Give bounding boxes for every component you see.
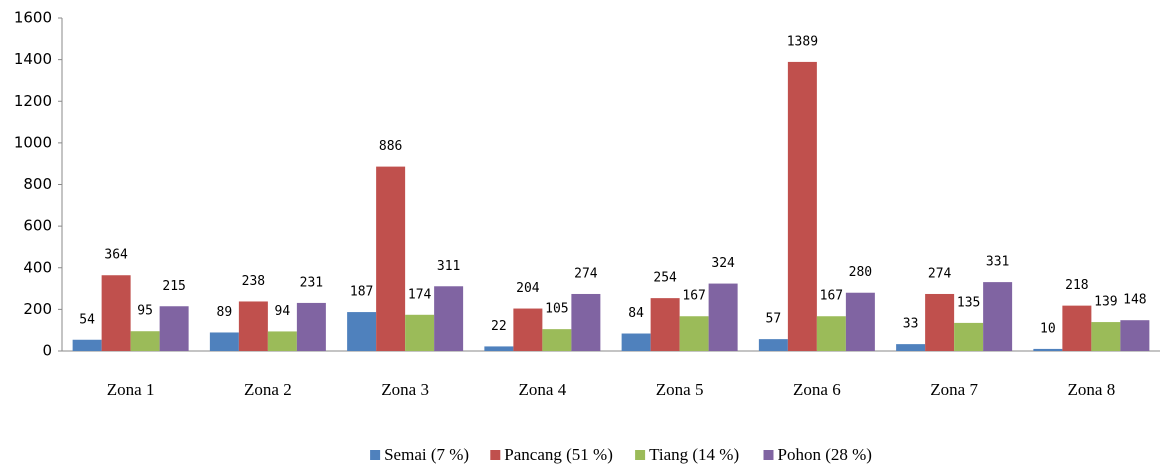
- value-label: 187: [350, 285, 373, 300]
- value-label: 364: [104, 248, 128, 263]
- value-label: 1389: [787, 34, 818, 49]
- value-label: 57: [766, 312, 782, 327]
- y-tick-label: 600: [23, 217, 52, 235]
- x-tick-label: Zona 2: [244, 380, 292, 399]
- value-label: 33: [903, 317, 919, 332]
- value-label: 167: [820, 289, 843, 304]
- value-label: 311: [437, 259, 460, 274]
- bar: [571, 293, 601, 351]
- x-tick-label: Zona 8: [1068, 380, 1116, 399]
- legend-swatch: [763, 450, 774, 460]
- x-tick-label: Zona 5: [656, 380, 704, 399]
- value-label: 238: [242, 274, 265, 289]
- value-label: 324: [711, 256, 735, 271]
- value-label: 105: [545, 302, 568, 317]
- bar: [845, 292, 875, 351]
- bar: [896, 344, 926, 351]
- value-label: 94: [275, 304, 291, 319]
- bar: [1091, 322, 1121, 351]
- bar: [679, 316, 709, 351]
- bar: [513, 308, 543, 351]
- legend-swatch: [635, 450, 646, 460]
- bar: [434, 286, 464, 351]
- bar: [267, 331, 297, 351]
- bar: [708, 283, 738, 351]
- bar: [621, 333, 651, 351]
- value-label: 274: [574, 266, 598, 281]
- legend-swatch: [370, 450, 381, 460]
- legend-label: Semai (7 %): [384, 445, 469, 464]
- value-label: 148: [1123, 293, 1146, 308]
- x-tick-label: Zona 1: [107, 380, 155, 399]
- value-label: 167: [682, 289, 705, 304]
- x-tick-label: Zona 3: [381, 380, 429, 399]
- value-label: 174: [408, 287, 432, 302]
- y-tick-label: 200: [23, 300, 52, 318]
- value-label: 218: [1065, 278, 1088, 293]
- y-tick-label: 400: [23, 258, 52, 276]
- x-tick-label: Zona 4: [519, 380, 567, 399]
- bar: [983, 282, 1013, 351]
- y-tick-label: 1000: [14, 133, 52, 151]
- bar: [758, 339, 788, 351]
- y-tick-label: 1400: [14, 50, 52, 68]
- bar: [72, 339, 102, 351]
- bar: [405, 314, 435, 351]
- y-tick-label: 800: [23, 175, 52, 193]
- legend-label: Pohon (28 %): [778, 445, 872, 464]
- bar: [650, 298, 680, 351]
- y-tick-label: 1600: [14, 9, 52, 27]
- value-label: 254: [653, 271, 677, 286]
- bar: [238, 301, 268, 351]
- x-tick-label: Zona 7: [930, 380, 978, 399]
- value-label: 54: [79, 312, 95, 327]
- value-label: 135: [957, 295, 980, 310]
- value-label: 89: [217, 305, 233, 320]
- bar: [787, 61, 817, 352]
- legend-label: Tiang (14 %): [649, 445, 739, 464]
- bar: [159, 306, 189, 351]
- value-label: 215: [162, 279, 185, 294]
- x-tick-label: Zona 6: [793, 380, 841, 399]
- legend-label: Pancang (51 %): [504, 445, 613, 464]
- bar: [816, 316, 846, 351]
- bar: [1062, 305, 1092, 351]
- value-label: 274: [928, 266, 952, 281]
- value-label: 886: [379, 139, 402, 154]
- value-label: 10: [1040, 321, 1056, 336]
- bar: [209, 332, 239, 351]
- bar: [542, 329, 572, 351]
- legend-swatch: [490, 450, 501, 460]
- y-tick-label: 1200: [14, 92, 52, 110]
- bar: [101, 275, 131, 351]
- y-tick-label: 0: [42, 342, 52, 360]
- value-label: 280: [849, 265, 872, 280]
- bar: [376, 166, 406, 351]
- value-label: 231: [300, 275, 323, 290]
- bar: [925, 293, 955, 351]
- bar: [1120, 320, 1150, 351]
- bar: [954, 322, 984, 351]
- bar: [1033, 348, 1063, 351]
- bar: [484, 346, 514, 351]
- value-label: 139: [1094, 295, 1117, 310]
- value-label: 331: [986, 255, 1009, 270]
- value-label: 22: [491, 319, 507, 334]
- bar: [347, 312, 377, 351]
- value-label: 204: [516, 281, 540, 296]
- value-label: 84: [628, 306, 644, 321]
- bar: [296, 302, 326, 351]
- bar: [130, 331, 160, 351]
- value-label: 95: [137, 304, 153, 319]
